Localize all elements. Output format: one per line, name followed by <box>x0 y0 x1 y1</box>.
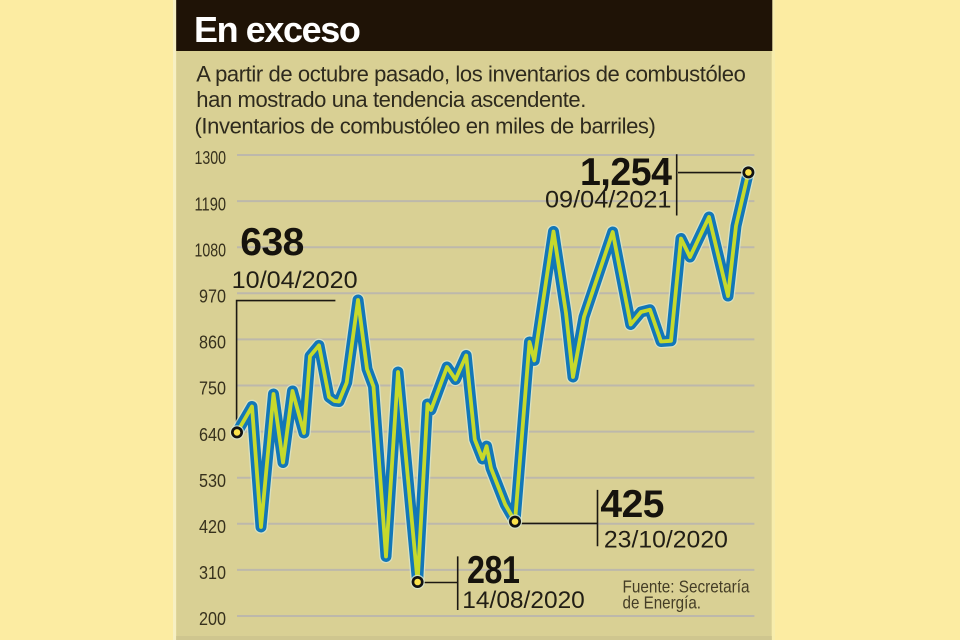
svg-text:de Energía.: de Energía. <box>623 592 702 612</box>
svg-text:970: 970 <box>199 287 226 307</box>
svg-text:Fuente: Secretaría: Fuente: Secretaría <box>623 576 750 596</box>
svg-text:(Inventarios de combustóleo en: (Inventarios de combustóleo en miles de … <box>195 114 656 139</box>
svg-text:425: 425 <box>600 483 664 526</box>
svg-text:En exceso: En exceso <box>194 9 360 50</box>
svg-text:A partir de octubre pasado, lo: A partir de octubre pasado, los inventar… <box>196 62 745 87</box>
svg-text:638: 638 <box>240 221 304 264</box>
svg-text:10/04/2020: 10/04/2020 <box>232 267 358 294</box>
svg-text:420: 420 <box>199 517 226 537</box>
svg-text:han mostrado una tendencia asc: han mostrado una tendencia ascendente. <box>196 87 586 112</box>
svg-text:750: 750 <box>199 379 226 399</box>
svg-text:1080: 1080 <box>195 240 227 260</box>
svg-text:281: 281 <box>467 549 520 592</box>
svg-text:530: 530 <box>199 471 226 491</box>
svg-text:860: 860 <box>199 333 226 353</box>
svg-text:1300: 1300 <box>195 148 227 168</box>
svg-text:1,254: 1,254 <box>580 151 672 194</box>
svg-text:1190: 1190 <box>195 194 227 214</box>
svg-text:14/08/2020: 14/08/2020 <box>462 587 585 614</box>
svg-text:23/10/2020: 23/10/2020 <box>604 527 728 554</box>
svg-text:09/04/2021: 09/04/2021 <box>545 187 672 214</box>
svg-text:640: 640 <box>199 425 226 445</box>
svg-text:200: 200 <box>199 609 226 629</box>
svg-text:310: 310 <box>199 563 226 583</box>
